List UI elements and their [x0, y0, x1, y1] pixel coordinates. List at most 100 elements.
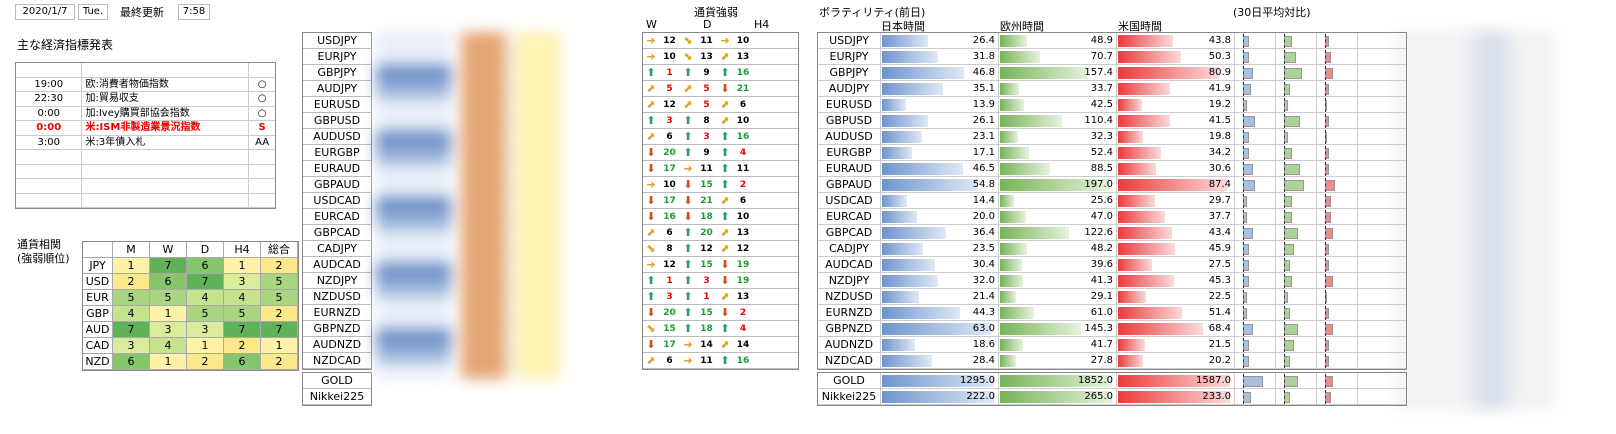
vol-value: 30.6 — [1208, 163, 1231, 174]
arrow-up-icon: ⬆ — [683, 146, 693, 159]
vol-value: 46.8 — [972, 67, 995, 78]
event-row: 0:00 米:ISM非製造業景況指数 S — [16, 121, 275, 136]
vol-bar — [1118, 339, 1145, 351]
strength-rank: 18 — [700, 211, 713, 222]
vol-value: 17.1 — [972, 147, 995, 158]
strength-rank: 13 — [736, 51, 750, 62]
volatility-row: NZDUSD 21.4 29.1 22.5 — [818, 289, 1406, 305]
strength-rank: 11 — [736, 163, 750, 174]
ratio-bar — [1243, 356, 1249, 367]
vol-bar — [882, 259, 936, 271]
vol-value: 29.1 — [1090, 291, 1113, 302]
ratio-cell-eu — [1276, 33, 1317, 49]
ratio-cell-eu — [1276, 373, 1317, 389]
vol-cell-jp: 20.0 — [881, 209, 999, 225]
vol-bar — [882, 339, 915, 351]
ratio-cell-eu — [1276, 129, 1317, 145]
ratio-cell-eu — [1276, 49, 1317, 65]
ratio-bar — [1243, 100, 1247, 111]
strength-rank: 16 — [736, 67, 750, 78]
vol-cell-jp: 46.8 — [881, 65, 999, 81]
ratio-cell-jp — [1235, 337, 1276, 353]
ratio-bar — [1325, 228, 1333, 239]
event-importance: AA — [255, 136, 270, 148]
event-importance: ○ — [257, 78, 267, 90]
vol-cell-eu: 33.7 — [999, 81, 1117, 97]
volatility-row: NZDCAD 28.4 27.8 20.2 — [818, 353, 1406, 369]
vol-cell-us: 1587.0 — [1117, 373, 1235, 389]
vol-cell-jp: 32.0 — [881, 273, 999, 289]
corr-cell: 7 — [187, 274, 224, 289]
strength-rank: 10 — [663, 179, 676, 190]
currency-label: AUD — [83, 322, 113, 337]
vol-bar — [1118, 147, 1161, 159]
ratio-cell-eu — [1276, 225, 1317, 241]
ratio-bar — [1243, 260, 1249, 271]
pair-name: AUDNZD — [818, 337, 881, 353]
vol-value: 42.5 — [1090, 99, 1113, 110]
arrow-up-right-icon: ⬈ — [646, 82, 656, 95]
event-importance — [249, 150, 275, 164]
vol-bar — [882, 227, 946, 239]
arrow-up-right-icon: ⬈ — [720, 194, 730, 207]
vol-cell-us: 50.3 — [1117, 49, 1235, 65]
strength-rank: 14 — [700, 339, 713, 350]
volatility-row: GBPNZD 63.0 145.3 68.4 — [818, 321, 1406, 337]
volatility-row: GBPCAD 36.4 122.6 43.4 — [818, 225, 1406, 241]
vol-value: 52.4 — [1090, 147, 1113, 158]
ratio-bar — [1325, 52, 1331, 63]
vol-value: 233.0 — [1202, 391, 1231, 402]
arrow-down-icon: ⬇ — [646, 194, 656, 207]
pair-name: NZDCAD — [303, 353, 371, 369]
ratio-bar — [1243, 392, 1251, 403]
pair-name: EURJPY — [818, 49, 881, 65]
ratio-bar — [1325, 116, 1329, 127]
ratio-cell-us — [1317, 209, 1358, 225]
corr-cell: 2 — [224, 338, 261, 353]
vol-value: 19.8 — [1208, 131, 1231, 142]
vol-bar — [1000, 195, 1015, 207]
ratio-bar — [1325, 132, 1327, 143]
volatility-row: AUDCAD 30.4 39.6 27.5 — [818, 257, 1406, 273]
arrow-down-icon: ⬇ — [683, 210, 693, 223]
arrow-up-icon: ⬆ — [683, 226, 693, 239]
ratio-cell-jp — [1235, 257, 1276, 273]
arrow-up-right-icon: ⬈ — [720, 226, 730, 239]
vol-cell-jp: 26.4 — [881, 33, 999, 49]
pair-name: GOLD — [303, 373, 371, 389]
ratio-cell-eu — [1276, 257, 1317, 273]
ratio-bar — [1284, 392, 1290, 403]
arrow-up-icon: ⬆ — [683, 322, 693, 335]
ratio-cell-us — [1317, 177, 1358, 193]
event-time — [16, 164, 83, 178]
vol-value: 41.9 — [1208, 83, 1231, 94]
corr-cell: 3 — [224, 274, 261, 289]
arrow-up-right-icon: ⬈ — [683, 82, 693, 95]
corr-cell: 7 — [113, 322, 150, 337]
vol-value: 222.0 — [966, 391, 995, 402]
strength-rank: 9 — [703, 147, 710, 158]
vol-cell-jp: 35.1 — [881, 81, 999, 97]
ratio-bar — [1243, 244, 1249, 255]
volatility-row: Nikkei225 222.0 265.0 233.0 — [818, 389, 1406, 405]
vol-bar — [1118, 115, 1170, 127]
corr-cell: 5 — [224, 306, 261, 321]
vol-bar — [1000, 307, 1035, 319]
ratio-bar — [1284, 36, 1292, 47]
vol-value: 41.5 — [1208, 115, 1231, 126]
vol-cell-us: 68.4 — [1117, 321, 1235, 337]
corr-cell: 1 — [224, 258, 261, 273]
ratio-cell-jp — [1235, 273, 1276, 289]
vol-bar — [1000, 35, 1028, 47]
ratio-bar — [1284, 164, 1300, 175]
vol-cell-jp: 222.0 — [881, 389, 999, 405]
pair-name: USDJPY — [303, 33, 371, 49]
vol-bar — [882, 243, 924, 255]
header-japan: 日本時間 — [881, 20, 925, 33]
arrow-down-icon: ⬇ — [683, 194, 693, 207]
pair-name: EURJPY — [303, 49, 371, 65]
strength-rank: 17 — [663, 163, 676, 174]
volatility-row: AUDUSD 23.1 32.3 19.8 — [818, 129, 1406, 145]
strength-row: ⬊ 15 ⬆ 18 ⬆ 4 — [643, 321, 798, 337]
pair-name: NZDUSD — [303, 289, 371, 305]
